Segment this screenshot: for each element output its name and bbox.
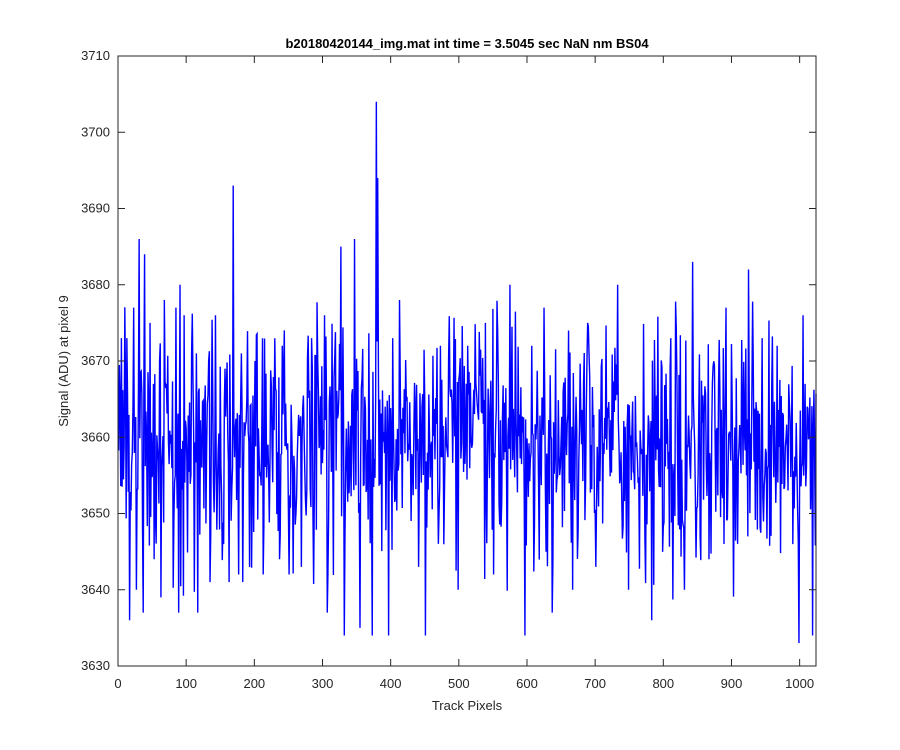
y-tick-label: 3700 bbox=[81, 124, 110, 139]
x-tick-label: 700 bbox=[584, 676, 606, 691]
x-tick-label: 300 bbox=[312, 676, 334, 691]
x-tick-label: 100 bbox=[175, 676, 197, 691]
x-tick-label: 800 bbox=[652, 676, 674, 691]
x-axis-label: Track Pixels bbox=[432, 698, 503, 713]
x-tick-label: 200 bbox=[243, 676, 265, 691]
y-axis: 3630 3640 3650 3660 3670 3680 3690 3700 3710 bbox=[81, 48, 816, 673]
x-tick-label: 400 bbox=[380, 676, 402, 691]
y-tick-label: 3680 bbox=[81, 277, 110, 292]
x-tick-label: 900 bbox=[721, 676, 743, 691]
y-tick-label: 3670 bbox=[81, 353, 110, 368]
y-axis-label: Signal (ADU) at pixel 9 bbox=[56, 295, 71, 427]
y-tick-label: 3630 bbox=[81, 658, 110, 673]
y-tick-label: 3650 bbox=[81, 506, 110, 521]
y-tick-label: 3710 bbox=[81, 48, 110, 63]
x-axis: 0 100 200 300 400 500 600 700 800 900 1000 bbox=[114, 56, 814, 691]
x-tick-label: 500 bbox=[448, 676, 470, 691]
x-tick-label: 0 bbox=[114, 676, 121, 691]
series-layer bbox=[117, 101, 817, 644]
chart-title: b20180420144_img.mat int time = 3.5045 s… bbox=[285, 36, 649, 51]
y-tick-label: 3660 bbox=[81, 429, 110, 444]
y-tick-label: 3690 bbox=[81, 201, 110, 216]
signal-series-line bbox=[117, 101, 817, 644]
y-tick-label: 3640 bbox=[81, 582, 110, 597]
x-tick-label: 600 bbox=[516, 676, 538, 691]
x-tick-label: 1000 bbox=[785, 676, 814, 691]
